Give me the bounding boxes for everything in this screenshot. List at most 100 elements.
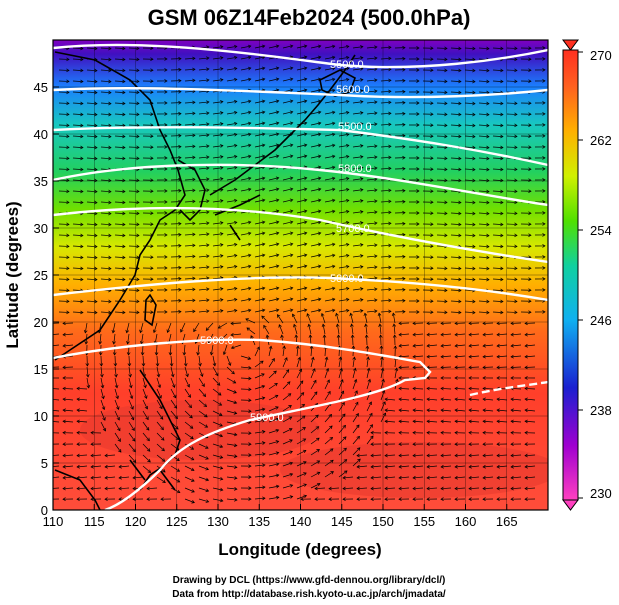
wind-vector [170, 410, 178, 419]
wind-vector [496, 454, 508, 457]
wind-arrowhead [289, 99, 294, 104]
wind-vector [91, 465, 102, 468]
wind-arrowhead [178, 100, 182, 105]
wind-arrowhead [496, 408, 500, 413]
wind-vector [296, 450, 307, 456]
y-tick-label: 20 [34, 315, 48, 330]
wind-vector [77, 420, 88, 423]
wind-vector [468, 454, 480, 457]
wind-arrowhead [49, 344, 52, 347]
wind-arrowhead [510, 497, 514, 501]
wind-arrowhead [416, 145, 420, 149]
wind-vector [366, 299, 377, 302]
wind-arrowhead [263, 324, 267, 329]
wind-vector [226, 100, 237, 104]
wind-arrowhead [232, 380, 237, 384]
wind-arrowhead [164, 167, 168, 171]
wind-arrowhead [220, 67, 224, 71]
wind-arrowhead [542, 189, 546, 193]
wind-arrowhead [426, 354, 430, 359]
wind-vector [366, 189, 377, 192]
wind-vector [212, 255, 223, 258]
wind-vector [119, 476, 130, 479]
wind-vector [156, 366, 160, 377]
wind-arrowhead [273, 370, 277, 375]
wind-vector [72, 47, 84, 49]
wind-vector [254, 122, 265, 126]
wind-vector [380, 211, 391, 214]
wind-arrowhead [345, 110, 350, 115]
wind-arrowhead [412, 365, 416, 370]
wind-arrowhead [402, 188, 406, 193]
wind-arrowhead [94, 156, 98, 161]
wind-arrowhead [66, 68, 70, 73]
wind-arrowhead [468, 332, 472, 337]
wind-vector [86, 69, 98, 72]
colorbar-tick-label: 254 [590, 223, 612, 238]
wind-vector [282, 462, 293, 467]
wind-vector [72, 168, 84, 170]
wind-arrowhead [100, 384, 105, 389]
wind-arrowhead [205, 327, 210, 331]
wind-vector [268, 199, 279, 203]
wind-arrowhead [331, 286, 336, 291]
x-tick-label: 155 [413, 514, 435, 529]
wind-vector [525, 333, 536, 336]
wind-vector [380, 90, 391, 93]
wind-arrowhead [360, 298, 364, 302]
wind-vector [413, 344, 424, 347]
wind-arrowhead [315, 426, 320, 430]
wind-arrowhead [370, 442, 374, 447]
wind-arrowhead [416, 288, 420, 292]
wind-arrowhead [66, 90, 70, 95]
wind-arrowhead [108, 101, 112, 106]
wind-arrowhead [192, 210, 196, 215]
wind-vector [268, 452, 279, 456]
wind-vector [184, 68, 195, 71]
wind-arrowhead [206, 298, 210, 303]
wind-arrowhead [108, 156, 112, 161]
wind-vector [226, 498, 237, 501]
wind-arrowhead [157, 384, 162, 389]
wind-arrowhead [430, 288, 434, 293]
wind-arrowhead [524, 343, 528, 348]
coast-korea-peninsula [177, 159, 206, 222]
contour-label: 5900.0 [200, 335, 234, 347]
wind-vector [184, 90, 195, 93]
wind-arrowhead [444, 288, 448, 293]
wind-arrowhead [172, 394, 177, 399]
wind-arrowhead [514, 46, 518, 51]
wind-vector [114, 135, 126, 137]
wind-vector [212, 288, 223, 291]
wind-vector [184, 421, 194, 429]
wind-arrowhead [542, 156, 546, 160]
wind-arrowhead [66, 277, 70, 282]
wind-vector [86, 135, 98, 138]
wind-arrowhead [454, 419, 458, 424]
wind-arrowhead [220, 122, 224, 126]
wind-vector [338, 287, 349, 291]
wind-vector [156, 421, 164, 430]
wind-arrowhead [83, 329, 88, 334]
wind-arrowhead [247, 132, 252, 137]
wind-arrowhead [303, 143, 308, 148]
wind-vector [230, 322, 242, 324]
wind-arrowhead [510, 365, 514, 370]
wind-arrowhead [248, 453, 252, 457]
wind-arrowhead [514, 211, 518, 216]
wind-arrowhead [62, 464, 66, 469]
wind-vector [282, 369, 289, 379]
wind-arrowhead [300, 392, 305, 396]
wind-arrowhead [342, 436, 347, 440]
wind-vector [483, 409, 494, 412]
wind-vector [118, 487, 130, 490]
wind-vector [86, 212, 98, 215]
wind-arrowhead [426, 419, 430, 424]
wind-arrowhead [369, 424, 373, 428]
wind-arrowhead [303, 77, 308, 82]
wind-vector [324, 414, 332, 423]
wind-arrowhead [370, 435, 374, 440]
wind-arrowhead [271, 358, 275, 362]
wind-arrowhead [289, 242, 294, 247]
